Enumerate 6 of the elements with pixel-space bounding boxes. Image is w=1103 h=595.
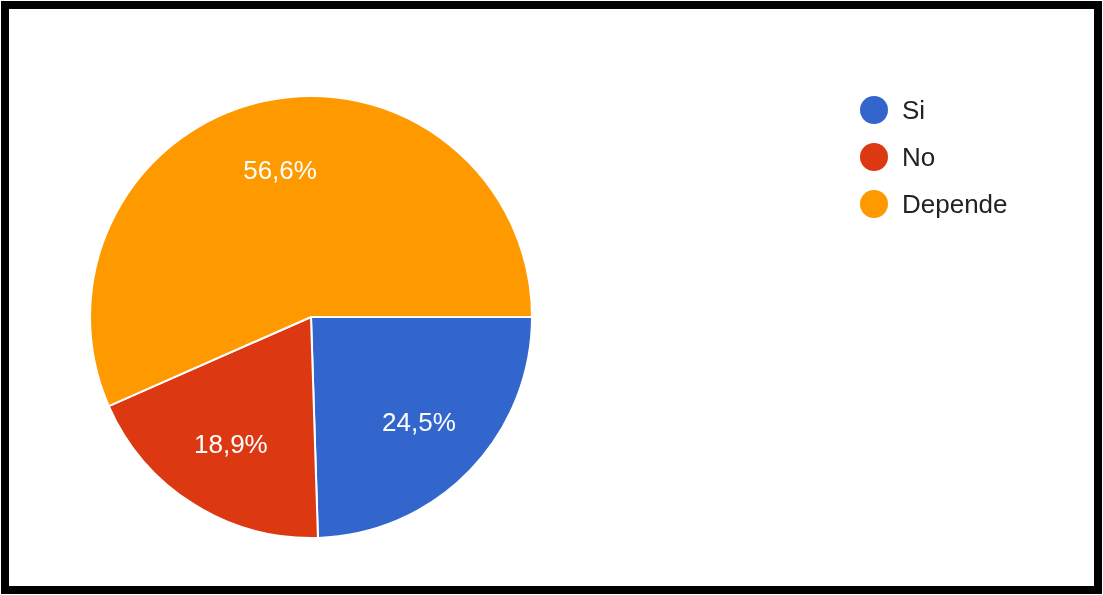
data-label: 18,9% — [194, 429, 268, 460]
legend-label: No — [902, 142, 936, 172]
legend-label: Si — [902, 95, 926, 125]
data-label: 24,5% — [382, 406, 456, 437]
legend-label: Depende — [902, 189, 1008, 219]
data-label: 56,6% — [243, 154, 317, 185]
